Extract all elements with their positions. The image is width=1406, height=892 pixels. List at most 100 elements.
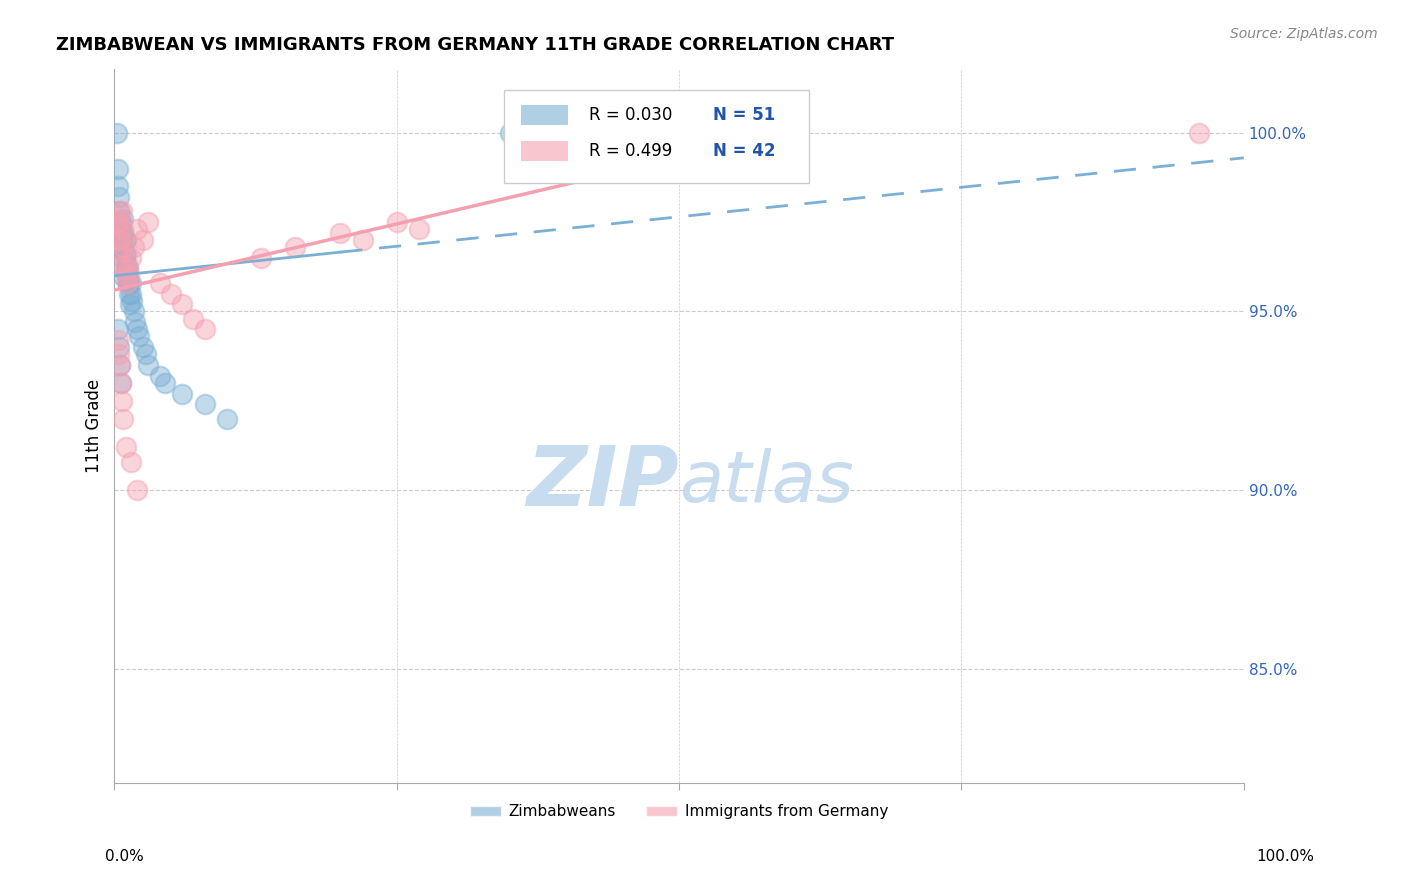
Point bbox=[105, 215, 128, 229]
Point bbox=[160, 286, 183, 301]
Point bbox=[114, 258, 136, 272]
Point bbox=[122, 240, 145, 254]
Point bbox=[136, 215, 159, 229]
Point bbox=[108, 226, 131, 240]
Point bbox=[107, 322, 129, 336]
Point bbox=[112, 222, 135, 236]
Point bbox=[120, 251, 142, 265]
Point bbox=[131, 340, 153, 354]
Point bbox=[111, 393, 134, 408]
Text: Source: ZipAtlas.com: Source: ZipAtlas.com bbox=[1230, 27, 1378, 41]
Point bbox=[352, 233, 374, 247]
Point bbox=[117, 276, 139, 290]
FancyBboxPatch shape bbox=[522, 105, 568, 125]
Point bbox=[121, 293, 143, 308]
Point bbox=[115, 268, 138, 283]
Point bbox=[114, 233, 136, 247]
Point bbox=[111, 226, 134, 240]
Point bbox=[110, 226, 132, 240]
Point bbox=[1187, 126, 1209, 140]
Point bbox=[125, 222, 148, 236]
Point bbox=[114, 247, 136, 261]
Point bbox=[114, 268, 136, 283]
FancyBboxPatch shape bbox=[522, 141, 568, 161]
Point bbox=[136, 358, 159, 372]
Point bbox=[117, 261, 139, 276]
Point bbox=[110, 240, 132, 254]
Point bbox=[110, 215, 132, 229]
Point bbox=[284, 240, 307, 254]
Point bbox=[114, 261, 136, 276]
Point bbox=[108, 358, 131, 372]
Point bbox=[194, 397, 217, 411]
Point bbox=[128, 329, 150, 343]
Point bbox=[172, 297, 194, 311]
Point bbox=[105, 126, 128, 140]
Point bbox=[120, 286, 142, 301]
Point bbox=[108, 347, 131, 361]
Text: R = 0.499: R = 0.499 bbox=[589, 142, 672, 160]
Text: 0.0%: 0.0% bbox=[105, 849, 145, 863]
Point bbox=[110, 376, 132, 390]
Point bbox=[117, 261, 139, 276]
Point bbox=[108, 240, 131, 254]
Point bbox=[112, 240, 135, 254]
Point bbox=[111, 204, 134, 219]
Point bbox=[117, 276, 139, 290]
Point bbox=[118, 286, 141, 301]
Point bbox=[250, 251, 273, 265]
Text: ZIMBABWEAN VS IMMIGRANTS FROM GERMANY 11TH GRADE CORRELATION CHART: ZIMBABWEAN VS IMMIGRANTS FROM GERMANY 11… bbox=[56, 36, 894, 54]
Point bbox=[118, 268, 141, 283]
Point bbox=[107, 222, 129, 236]
Point bbox=[149, 276, 172, 290]
Point bbox=[194, 322, 217, 336]
Point bbox=[114, 247, 136, 261]
Point bbox=[107, 333, 129, 347]
Point bbox=[107, 161, 129, 176]
Point bbox=[110, 258, 132, 272]
Point bbox=[329, 226, 352, 240]
Point bbox=[108, 215, 131, 229]
Point bbox=[172, 386, 194, 401]
Point bbox=[108, 190, 131, 204]
Point bbox=[115, 258, 138, 272]
Point bbox=[108, 204, 131, 219]
Point bbox=[108, 358, 131, 372]
Point bbox=[115, 276, 138, 290]
Point bbox=[122, 304, 145, 318]
Point bbox=[108, 340, 131, 354]
Point bbox=[120, 276, 142, 290]
Point bbox=[124, 315, 146, 329]
Point bbox=[125, 483, 148, 497]
Point bbox=[131, 233, 153, 247]
Text: 100.0%: 100.0% bbox=[1257, 849, 1315, 863]
Point bbox=[408, 222, 430, 236]
Point bbox=[108, 233, 131, 247]
Point bbox=[149, 368, 172, 383]
Text: N = 42: N = 42 bbox=[713, 142, 776, 160]
Point bbox=[108, 204, 131, 219]
Point bbox=[120, 297, 142, 311]
Point bbox=[111, 251, 134, 265]
Point bbox=[112, 211, 135, 226]
Text: ZIP: ZIP bbox=[526, 442, 679, 524]
Point bbox=[110, 376, 132, 390]
Point bbox=[135, 347, 157, 361]
Point bbox=[114, 233, 136, 247]
FancyBboxPatch shape bbox=[503, 90, 808, 183]
Point bbox=[110, 244, 132, 258]
Point bbox=[108, 233, 131, 247]
Point bbox=[112, 268, 135, 283]
Point bbox=[108, 215, 131, 229]
Point bbox=[111, 240, 134, 254]
Point bbox=[499, 126, 522, 140]
Point bbox=[118, 276, 141, 290]
Point bbox=[112, 411, 135, 425]
Point bbox=[183, 311, 205, 326]
Point bbox=[112, 240, 135, 254]
Text: N = 51: N = 51 bbox=[713, 106, 775, 124]
Point bbox=[125, 322, 148, 336]
Text: atlas: atlas bbox=[679, 449, 853, 517]
Point bbox=[112, 226, 135, 240]
Legend: Zimbabweans, Immigrants from Germany: Zimbabweans, Immigrants from Germany bbox=[464, 798, 894, 825]
